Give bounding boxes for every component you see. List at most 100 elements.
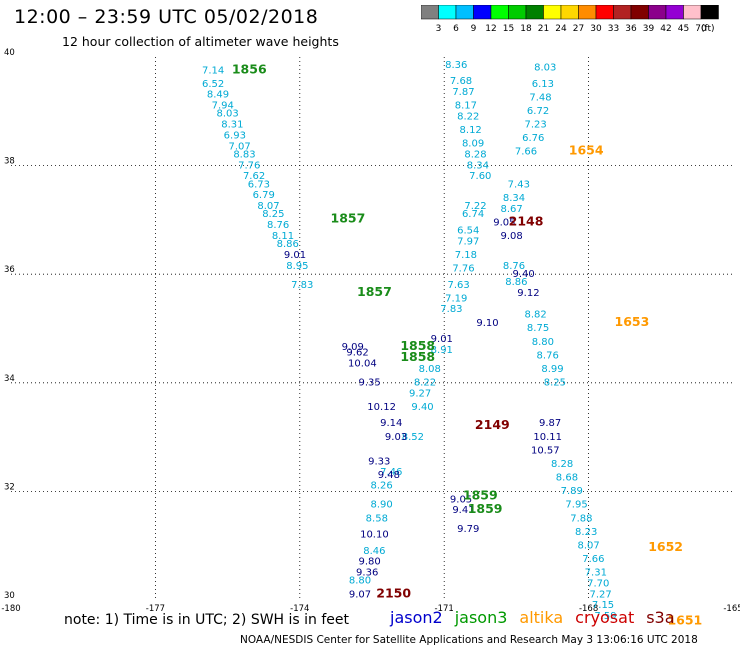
wave-height-value: 7.66: [582, 554, 604, 565]
wave-height-value: 6.13: [532, 79, 554, 90]
wave-height-value: 10.11: [533, 432, 562, 443]
legend-item-cryosat: cryosat: [575, 608, 635, 627]
wave-height-value: 8.68: [556, 473, 578, 484]
wave-height-value: 7.94: [212, 101, 234, 112]
wave-height-value: 9.33: [368, 456, 390, 467]
satellite-legend: jason2 jason3 altika cryosat s3a: [390, 608, 687, 627]
wave-height-value: 7.46: [380, 467, 402, 478]
wave-height-value: 8.08: [419, 364, 441, 375]
wave-height-value: 8.75: [527, 323, 549, 334]
wave-height-value: 8.09: [462, 139, 484, 150]
wave-height-value: 9.09: [342, 342, 364, 353]
pass-time-label: 1856: [232, 61, 267, 76]
pass-time-label: 1858: [400, 349, 435, 364]
pass-time-label: 2150: [376, 585, 411, 600]
x-tick-label: -168: [579, 604, 598, 614]
wave-height-value: 8.76: [537, 350, 559, 361]
wave-height-value: 7.07: [229, 141, 251, 152]
y-tick-label: 34: [4, 374, 15, 384]
wave-height-value: 7.14: [202, 65, 224, 76]
wave-height-value: 6.74: [462, 209, 484, 220]
x-tick-label: -174: [290, 604, 309, 614]
wave-height-value: 9.27: [409, 388, 431, 399]
wave-height-value: 6.54: [457, 225, 479, 236]
legend-item-s3a: s3a: [646, 608, 675, 627]
wave-height-value: 7.18: [455, 250, 477, 261]
pass-time-label: 1654: [569, 143, 604, 158]
colorbar-tick-label: 3: [436, 24, 442, 34]
wave-height-value: 7.60: [469, 171, 491, 182]
pass-time-label: 2149: [475, 417, 510, 432]
wave-height-value: 7.95: [565, 500, 587, 511]
wave-height-value: 9.01: [284, 250, 306, 261]
colorbar-tick-label: 45: [678, 24, 689, 34]
wave-height-value: 10.10: [360, 530, 389, 541]
wave-height-value: 7.89: [561, 486, 583, 497]
wave-height-value: 8.28: [551, 459, 573, 470]
wave-height-value: 10.12: [367, 402, 396, 413]
wave-height-value: 9.08: [500, 231, 522, 242]
pass-time-label: 1651: [667, 612, 702, 627]
y-tick-label: 36: [4, 265, 15, 275]
y-tick-label: 40: [4, 48, 15, 58]
wave-height-value: 10.04: [348, 359, 377, 370]
wave-height-value: 8.17: [455, 101, 477, 112]
legend-item-altika: altika: [519, 608, 564, 627]
x-tick-label: -171: [435, 604, 454, 614]
wave-height-value: 8.22: [457, 111, 479, 122]
y-tick-label: 30: [4, 591, 15, 601]
wave-height-value: 8.80: [349, 576, 371, 587]
colorbar-tick-label: 6: [453, 24, 459, 34]
wave-height-value: 7.43: [508, 179, 530, 190]
wave-height-value: 8.86: [277, 239, 299, 250]
note-text: note: 1) Time is in UTC; 2) SWH is in fe…: [64, 612, 350, 628]
pass-time-label: 1857: [331, 211, 366, 226]
pass-time-label: 1858: [400, 338, 435, 353]
wave-height-value: 8.07: [577, 540, 599, 551]
wave-height-value: 7.22: [464, 201, 486, 212]
wave-height-value: 9.05: [450, 494, 472, 505]
wave-height-value: 8.12: [460, 125, 482, 136]
wave-height-value: 7.63: [448, 280, 470, 291]
wave-height-value: 9.12: [517, 288, 539, 299]
wave-height-value: 9.40: [512, 269, 534, 280]
wave-height-value: 8.46: [363, 546, 385, 557]
wave-height-value: 9.14: [380, 418, 402, 429]
colorbar-tick-label: 21: [538, 24, 549, 34]
colorbar-unit-label: (ft): [701, 24, 715, 34]
colorbar-tick-label: 12: [485, 24, 496, 34]
wave-height-value: 6.73: [248, 179, 270, 190]
wave-height-value: 8.34: [467, 160, 489, 171]
page-subtitle: 12 hour collection of altimeter wave hei…: [62, 34, 339, 49]
x-tick-label: -165: [723, 604, 740, 614]
wave-height-value: 7.59: [594, 611, 616, 622]
wave-height-value: 7.23: [525, 120, 547, 131]
wave-height-value: 9.10: [476, 318, 498, 329]
wave-height-value: 6.79: [253, 190, 275, 201]
wave-height-value: 8.52: [402, 432, 424, 443]
wave-height-value: 8.34: [503, 193, 525, 204]
colorbar-tick-label: 42: [660, 24, 671, 34]
colorbar-tick-label: 33: [608, 24, 619, 34]
pass-time-label: 1652: [648, 539, 683, 554]
wave-height-value: 9.07: [349, 589, 371, 600]
wave-height-value: 7.83: [440, 304, 462, 315]
wave-height-value: 7.88: [570, 513, 592, 524]
wave-height-value: 7.70: [587, 578, 609, 589]
wave-height-value: 9.48: [378, 470, 400, 481]
legend-item-jason3: jason3: [454, 608, 508, 627]
pass-time-label: 1653: [615, 314, 650, 329]
wave-height-value: 8.23: [575, 527, 597, 538]
colorbar-tick-label: 9: [471, 24, 477, 34]
wave-height-value: 8.03: [216, 109, 238, 120]
wave-height-value: 6.72: [527, 106, 549, 117]
wave-height-value: 8.07: [257, 201, 279, 212]
wave-height-value: 8.28: [464, 149, 486, 160]
wave-height-value: 9.41: [452, 505, 474, 516]
wave-height-value: 8.25: [544, 378, 566, 389]
x-tick-label: -180: [1, 604, 20, 614]
wave-height-value: 8.31: [221, 120, 243, 131]
colorbar-tick-label: 27: [573, 24, 584, 34]
wave-height-value: 9.05: [493, 217, 515, 228]
